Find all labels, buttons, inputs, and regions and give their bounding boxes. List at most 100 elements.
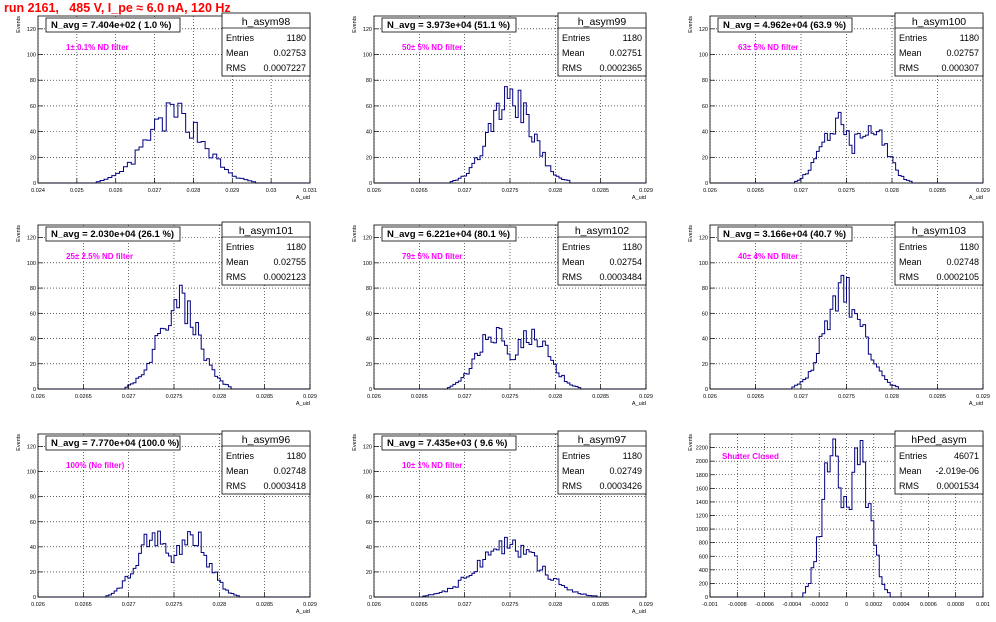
x-tick-label: 0.029 [303,394,317,400]
y-tick-label: 0 [33,595,36,601]
x-axis-label: A_uid [632,401,646,407]
navg-label: N_avg = 7.404e+02 ( 1.0 %) [51,20,171,31]
panel-h_asym103: 0 20 40 60 80 100 120 0.026 0.0265 0.027 0.0275 0.0… [688,221,990,407]
y-tick-label: 100 [699,53,708,59]
x-tick-label: -0.001 [702,602,718,608]
stats-value: 0.000307 [941,63,979,73]
y-tick-label: 1400 [696,500,708,506]
y-tick-label: 120 [27,445,36,451]
stats-key: Entries [226,451,255,461]
y-tick-label: 20 [366,570,372,576]
y-tick-label: 60 [366,311,372,317]
histogram-h_asym101 [38,284,310,390]
y-tick-label: 20 [30,362,36,368]
navg-box [45,435,181,451]
y-tick-label: 120 [27,236,36,242]
y-axis-label: Events [16,16,22,33]
y-axis-label: Events [352,434,358,451]
y-tick-label: 20 [30,155,36,161]
x-tick-label: 0.0265 [75,394,92,400]
y-tick-label: 80 [366,495,372,501]
y-tick-label: 1800 [696,473,708,479]
y-tick-label: 60 [366,104,372,110]
plot-frame [37,15,311,184]
panel-h_asym98: 0 20 40 60 80 100 120 0.024 0.025 0.026 0.027 0.028… [16,12,317,201]
y-tick-label: 0 [369,595,372,601]
x-tick-label: 0.0285 [929,188,946,194]
stats-value: 1180 [287,451,306,461]
y-tick-label: 80 [30,495,36,501]
x-tick-label: 0.028 [548,188,562,194]
x-axis-label: A_uid [632,195,646,201]
y-tick-label: 60 [30,104,36,110]
filter-label: 100% (No filter) [66,461,125,470]
histogram-h_asym99 [374,86,646,184]
y-tick-label: 100 [27,261,36,267]
x-tick-label: 0.025 [70,188,84,194]
y-tick-label: 20 [702,155,708,161]
y-tick-label: 100 [27,470,36,476]
x-tick-label: 0.0275 [502,188,519,194]
y-tick-label: 40 [30,130,36,136]
filter-label: 63± 5% ND filter [738,43,798,52]
y-axis-label: Events [16,225,22,242]
y-tick-label: 40 [366,130,372,136]
x-tick-label: -0.0004 [783,602,802,608]
y-tick-label: 120 [363,445,372,451]
stats-value: 0.0002123 [263,272,306,282]
x-tick-label: 0.0285 [592,394,609,400]
x-tick-label: 0.026 [703,188,717,194]
x-tick-label: 0.028 [885,188,899,194]
stats-key: Mean [899,48,922,58]
y-tick-label: 20 [702,362,708,368]
y-axis-label: Events [688,225,694,242]
x-tick-label: 0.031 [303,188,317,194]
stats-value: 0.0003418 [263,481,306,491]
filter-label: 10± 1% ND filter [402,461,462,470]
x-tick-label: -0.0002 [810,602,829,608]
x-tick-label: 0.026 [109,188,123,194]
filter-label: 50± 5% ND filter [402,43,462,52]
y-tick-label: 100 [27,53,36,59]
y-tick-label: 600 [699,554,708,560]
y-tick-label: 20 [366,362,372,368]
stats-value: 1180 [623,242,642,252]
y-tick-label: 60 [30,311,36,317]
navg-label: N_avg = 2.030e+04 (26.1 %) [51,229,174,240]
x-tick-label: 0.0275 [838,394,855,400]
y-tick-label: 120 [27,27,36,33]
x-tick-label: 0.0004 [893,602,910,608]
x-tick-label: 0.027 [122,394,136,400]
y-tick-label: 40 [30,545,36,551]
x-tick-label: 0.0265 [411,394,428,400]
x-tick-label: 0.026 [31,394,45,400]
y-tick-label: 0 [33,387,36,393]
stats-value: 0.0002365 [599,63,642,73]
stats-value: 1180 [960,33,979,43]
x-tick-label: 0.029 [639,602,653,608]
y-axis-label: Events [352,16,358,33]
panel-hPed_asym: 0 200 400 600 800 1000 1200 1400 1600 1800 2000 220… [688,430,990,608]
stats-value: 0.0002105 [936,272,979,282]
x-tick-label: -0.0006 [755,602,774,608]
x-tick-label: 0.029 [976,188,990,194]
y-tick-label: 80 [702,286,708,292]
stats-value: 0.02748 [946,257,979,267]
stats-key: Mean [562,48,585,58]
x-tick-label: 0.0285 [592,188,609,194]
x-tick-label: 0.0275 [166,602,183,608]
stats-key: Mean [226,48,249,58]
x-axis-label: A_uid [969,195,983,201]
x-tick-label: 0.001 [976,602,990,608]
stats-key: Entries [899,242,928,252]
stats-key: Entries [226,33,255,43]
histogram-h_asym97 [374,536,646,598]
stats-key: RMS [899,481,919,491]
x-axis-label: A_uid [296,401,310,407]
panel-h_asym100: 0 20 40 60 80 100 120 0.026 0.0265 0.027 0.0275 0.0… [688,12,990,201]
y-tick-label: 60 [702,104,708,110]
y-tick-label: 40 [30,337,36,343]
filter-label: 40± 4% ND filter [738,252,798,261]
x-tick-label: 0.028 [212,602,226,608]
stats-key: Mean [899,466,922,476]
